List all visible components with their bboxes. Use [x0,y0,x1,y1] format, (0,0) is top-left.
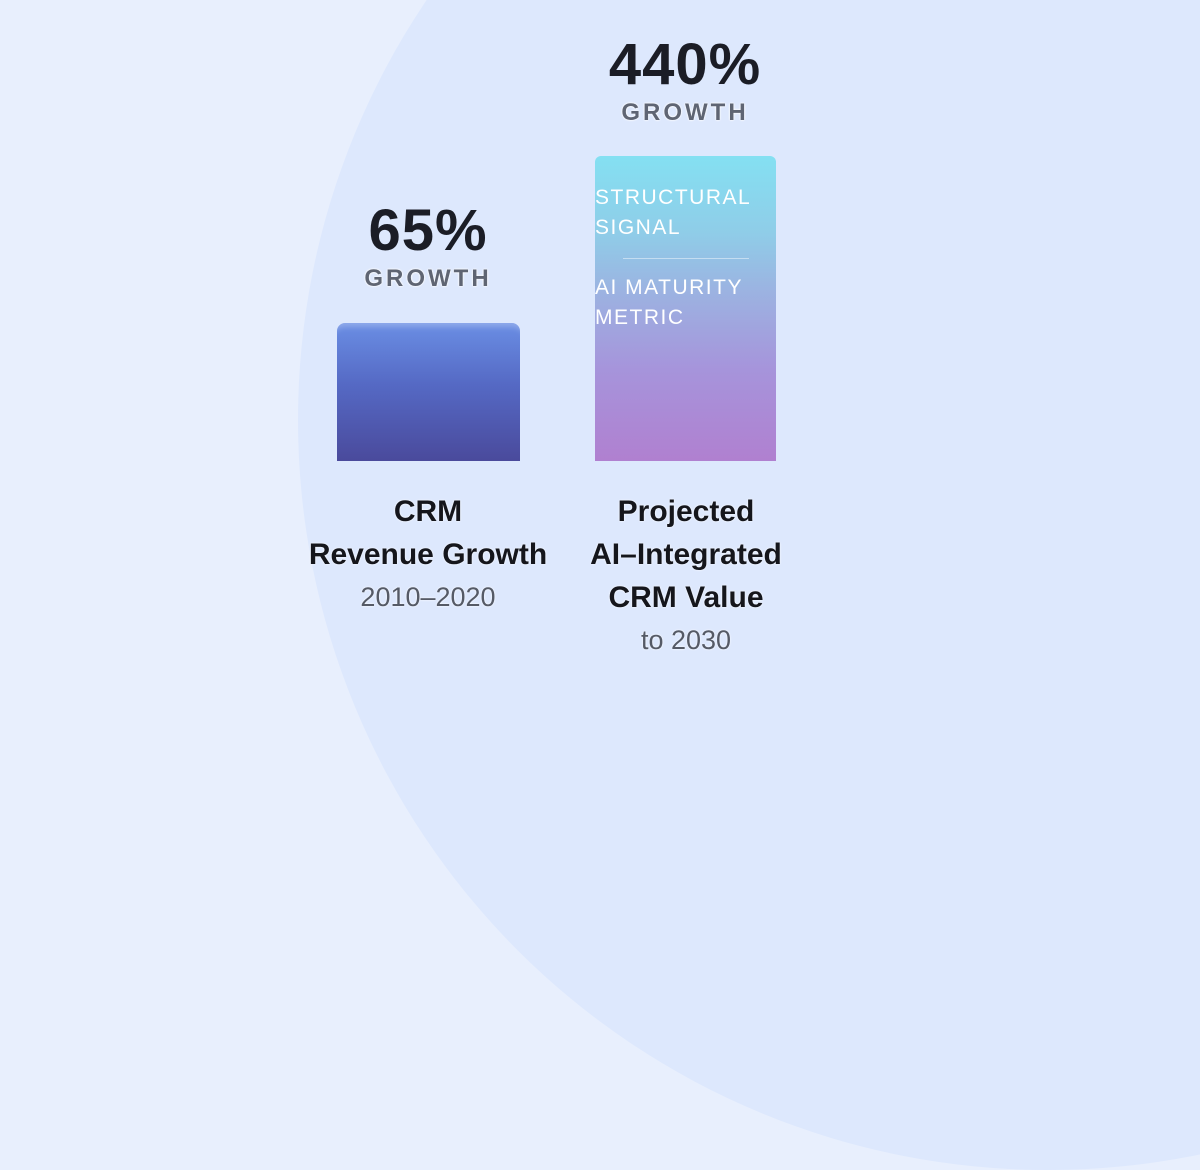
bar-crm-revenue-growth [337,323,520,461]
bar-1-subtitle: 2010–2020 [360,582,496,612]
bar-2-value: 440% [608,32,762,97]
bar-divider [623,258,749,259]
bar-1-title-line-1: CRM [393,495,463,528]
bar-1-value: 65% [368,198,488,263]
bar-1-header: 65% GROWTH [328,196,528,292]
bar-1-growth-label: GROWTH [364,265,492,292]
bar-2-caption: Projected AI–Integrated CRM Value to 203… [560,490,812,662]
maturity-label-line-1: AI MATURITY [595,276,743,299]
bar-2-title-line-3: CRM Value [608,581,764,614]
bar-1-caption: CRM Revenue Growth 2010–2020 [288,490,568,619]
structural-label-line-2: SIGNAL [595,216,682,239]
bar-2-header: 440% GROWTH [585,30,785,126]
bar-ai-integrated-crm-value: STRUCTURAL SIGNAL AI MATURITY METRIC [595,156,776,461]
bar-2-title-line-1: Projected [617,495,755,528]
bar-2-subtitle: to 2030 [640,625,732,655]
structural-label-line-1: STRUCTURAL [595,186,752,209]
bar-2-growth-label: GROWTH [621,99,749,126]
ai-maturity-metric-label: AI MATURITY METRIC [595,273,776,333]
structural-signal-label: STRUCTURAL SIGNAL [595,183,776,243]
bar-2-title-line-2: AI–Integrated [590,538,782,571]
maturity-label-line-2: METRIC [595,306,685,329]
bar-1-title-line-2: Revenue Growth [308,538,548,571]
